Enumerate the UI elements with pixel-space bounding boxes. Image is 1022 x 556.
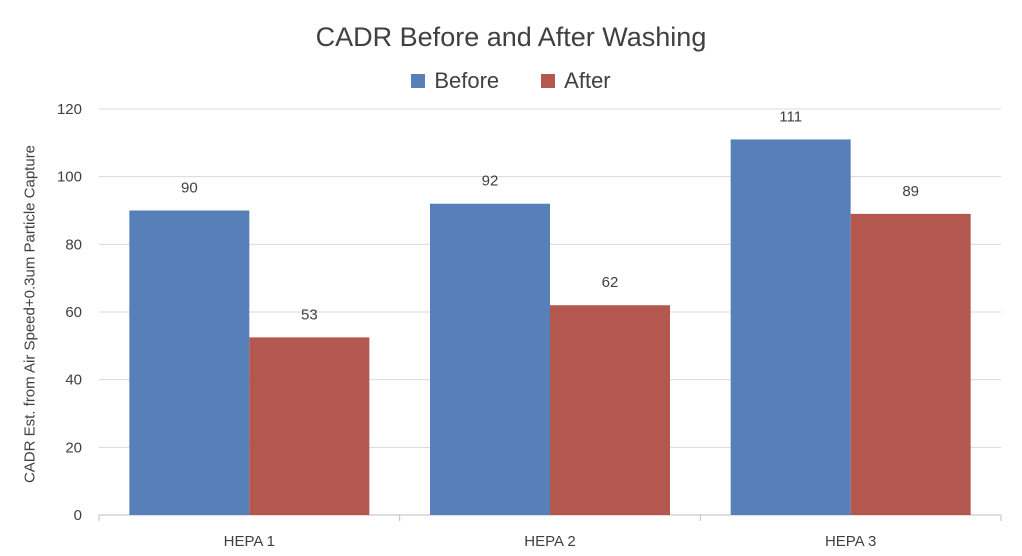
legend-label-before: Before [434,68,500,93]
data-label-after-1: 53 [301,306,318,323]
legend-item-after: After [541,68,611,94]
y-tick-label: 80 [65,236,82,253]
data-label-before-2: 92 [482,173,499,190]
y-tick-label: 60 [65,304,82,321]
chart-title: CADR Before and After Washing [315,22,707,52]
bar-before-2 [430,203,550,515]
y-tick-label: 0 [74,507,82,524]
legend-swatch-before [411,74,426,88]
data-label-after-2: 62 [602,274,619,291]
bar-after-2 [550,305,670,515]
y-tick-label: 20 [65,439,82,456]
bar-after-1 [249,337,370,515]
data-label-before-1: 90 [181,180,198,197]
x-tick-label: HEPA 1 [224,533,275,550]
x-tick-label: HEPA 2 [524,533,575,550]
legend-label-after: After [564,68,611,93]
legend-swatch-after [541,74,556,88]
y-tick-label: 100 [57,169,82,186]
data-label-before-3: 111 [779,108,802,125]
y-tick-label: 40 [65,372,82,389]
y-tick-label: 120 [57,101,82,118]
legend: Before After [0,68,1022,94]
bar-before-3 [730,139,851,515]
data-label-after-3: 89 [902,183,919,200]
legend-item-before: Before [411,68,499,94]
x-tick-label: HEPA 3 [825,533,876,550]
bar-before-1 [129,210,250,515]
bar-after-3 [850,213,971,515]
